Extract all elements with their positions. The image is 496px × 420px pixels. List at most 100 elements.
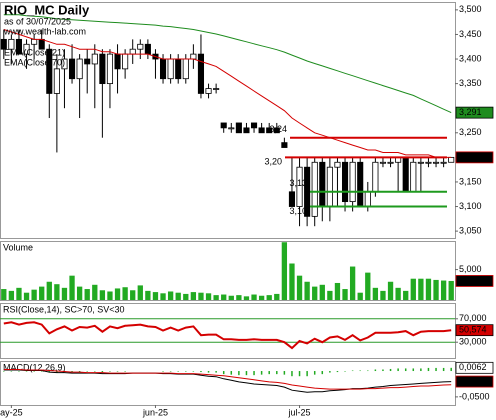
candle-body [296,166,303,207]
volume-bar [99,290,106,300]
volume-bar [357,292,363,300]
candle-body [266,127,273,134]
candle-body [387,161,394,164]
y-tick-label: 3,450 [459,29,482,39]
panel-title: RSI(Close,14), SC>70, SV<30 [3,304,125,314]
value-tag-label: -0,0204 [459,376,490,386]
volume-bar [221,294,227,300]
candle-body [410,161,417,193]
candle-body [432,161,440,164]
level-label: 3,24 [269,124,287,134]
volume-bar [334,282,341,300]
volume-bar [1,289,7,300]
volume-bar [16,287,22,300]
panel-title: Volume [3,242,33,252]
legend-entry: EMA(Close,21) [4,47,65,57]
volume-bar [281,242,288,300]
candle-body [273,127,280,134]
candle-body [250,122,258,129]
candle-body [31,38,38,45]
value-tag [455,151,494,164]
ema-line [3,29,452,158]
volume-bar [403,290,409,300]
volume-bar [39,286,45,300]
candle-body [144,43,151,55]
candle-body [341,161,349,203]
volume-bar [23,292,30,300]
candle-body [425,161,432,164]
volume-bar [76,286,83,300]
volume-bar [107,291,113,300]
y-tick-label: 3,050 [459,225,482,235]
candle-body [15,38,23,55]
candle-body [159,58,167,80]
volume-bar [31,289,37,300]
series-line [3,369,452,390]
ema-line [3,14,452,114]
panel-frame [0,241,456,301]
volume-bar [145,290,151,300]
volume-bar [258,295,265,300]
volume-bar [289,263,295,300]
volume-bar [266,295,272,300]
y-tick-label: 3,350 [459,78,482,88]
volume-bar [167,291,174,300]
value-tag-label: 3,291 [459,107,482,117]
y-tick-label: -0,0500 [459,391,490,401]
candle-body [76,58,83,80]
volume-bar [92,284,98,300]
series-line [3,369,452,393]
value-tag-label: 3,130 [459,275,482,285]
candle-body [288,191,296,207]
volume-bar [274,293,280,300]
volume-bar [433,279,439,300]
volume-bar [228,295,234,300]
y-tick-label: 3,400 [459,53,482,63]
level-label: 3,20 [264,157,282,167]
level-label: 3,13 [289,178,307,188]
value-tag-label: 3,200 [459,152,482,162]
candle-body [129,48,136,55]
candle-body [372,161,379,193]
candle-body [228,127,235,130]
volume-bar [152,292,159,300]
value-tag [455,106,494,119]
candle-body [197,53,205,94]
candle-body [213,88,220,90]
candle-body [46,48,53,94]
volume-bar [365,272,371,300]
candle-body [402,156,409,193]
volume-bar [304,281,310,300]
panel-frame [0,303,456,359]
candle-body [61,58,68,70]
candle-body [258,127,265,134]
candle-body [311,161,318,217]
value-tag [455,361,494,374]
volume-bar [440,280,447,300]
candle-body [84,58,91,65]
volume-bar [410,278,416,300]
value-tag [455,275,494,287]
panel-title: MACD(12,26,9) [3,362,66,372]
candle-body [114,53,121,70]
candle-body [23,43,30,55]
volume-bar [114,288,121,300]
candle-body [8,38,15,50]
candle-body [334,161,341,168]
panel-frame [0,2,456,239]
volume-bar [213,295,219,300]
volume-bar [342,289,348,300]
candle-body [91,53,98,65]
y-tick-label: 3,100 [459,201,482,211]
candle-body [379,161,387,164]
candle-body [205,88,212,94]
volume-bar [130,290,136,300]
y-tick-label: 3,250 [459,127,482,137]
candle-body [190,53,197,60]
candle-body [281,142,288,148]
candle-body [167,58,174,80]
volume-bar [205,293,212,300]
candle-body [440,161,447,164]
y-tick-label: 3,150 [459,176,482,186]
candle-body [364,191,371,207]
